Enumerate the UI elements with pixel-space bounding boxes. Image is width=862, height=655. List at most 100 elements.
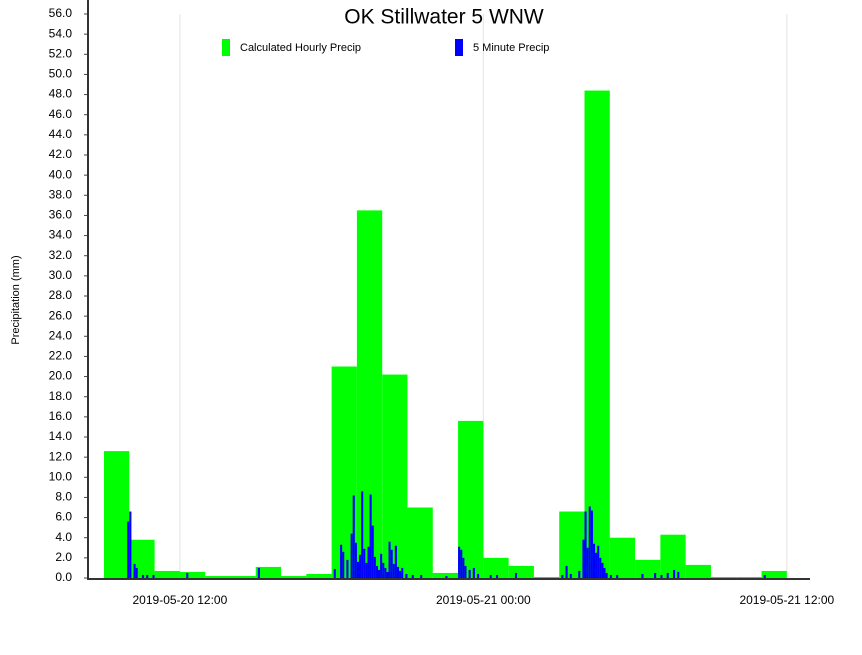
y-tick-label: 42.0 [49, 147, 73, 161]
bar [609, 574, 612, 578]
y-tick-label: 48.0 [49, 87, 73, 101]
bar [432, 572, 459, 578]
bar [458, 546, 461, 578]
bar [179, 571, 206, 578]
bar [445, 575, 448, 578]
bar [472, 567, 475, 578]
bar [578, 570, 581, 578]
bar [599, 557, 602, 578]
y-tick-label: 20.0 [49, 369, 73, 383]
bar [673, 569, 676, 578]
bar [230, 575, 256, 578]
bar [588, 506, 591, 578]
bar [609, 537, 636, 578]
bar [405, 573, 408, 578]
y-tick-label: 14.0 [49, 429, 73, 443]
bar [616, 574, 619, 578]
y-tick-label: 0.0 [55, 570, 72, 584]
bar [371, 525, 374, 578]
bar [390, 549, 393, 578]
y-tick-label: 56.0 [49, 6, 73, 20]
y-tick-label: 2.0 [55, 550, 72, 564]
y-tick-label: 18.0 [49, 389, 73, 403]
x-tick-label: 2019-05-21 00:00 [436, 593, 531, 607]
bar [369, 494, 372, 578]
bar [257, 567, 260, 578]
y-tick-label: 46.0 [49, 107, 73, 121]
bar [350, 533, 353, 578]
bar [407, 507, 433, 578]
bar [710, 576, 737, 578]
y-tick-label: 22.0 [49, 349, 73, 363]
bar [129, 511, 132, 578]
y-tick-label: 32.0 [49, 248, 73, 262]
bar [154, 570, 180, 578]
bar [340, 544, 343, 578]
bar [584, 90, 610, 579]
y-tick-label: 24.0 [49, 328, 73, 342]
y-tick-label: 54.0 [49, 26, 73, 40]
bar [152, 574, 155, 578]
bar [601, 562, 604, 578]
bar [346, 559, 349, 578]
bar [660, 574, 663, 578]
y-tick-label: 52.0 [49, 46, 73, 60]
y-tick-label: 12.0 [49, 449, 73, 463]
bar [411, 574, 414, 578]
bar [677, 571, 680, 578]
bar [569, 573, 572, 578]
bar [133, 563, 136, 578]
bar [342, 551, 345, 578]
bar [605, 572, 608, 578]
bar [559, 511, 585, 578]
bar [354, 542, 357, 578]
y-tick-label: 4.0 [55, 530, 72, 544]
bar [401, 567, 404, 578]
bar [603, 567, 606, 578]
bar [761, 570, 787, 578]
y-tick-label: 44.0 [49, 127, 73, 141]
bar [489, 574, 492, 578]
bar [477, 573, 480, 578]
bar [129, 539, 155, 578]
bar [135, 567, 138, 578]
bar [382, 374, 408, 578]
y-tick-label: 50.0 [49, 67, 73, 81]
bar [384, 567, 387, 578]
bar [186, 572, 189, 578]
y-tick-label: 30.0 [49, 268, 73, 282]
y-tick-label: 10.0 [49, 469, 73, 483]
bar [365, 562, 368, 578]
y-axis-label: Precipitation (mm) [10, 255, 22, 344]
bar [458, 420, 484, 578]
bar [386, 571, 389, 578]
bar [584, 511, 587, 578]
bar [685, 564, 711, 578]
y-tick-label: 16.0 [49, 409, 73, 423]
y-tick-label: 34.0 [49, 228, 73, 242]
x-tick-label: 2019-05-21 12:00 [739, 593, 834, 607]
bar [582, 539, 585, 578]
bar [654, 572, 657, 578]
y-tick-label: 8.0 [55, 490, 72, 504]
y-tick-label: 28.0 [49, 288, 73, 302]
legend-label: Calculated Hourly Precip [240, 42, 361, 54]
y-tick-label: 26.0 [49, 308, 73, 322]
bar [255, 566, 282, 578]
bar [565, 565, 568, 578]
bar [597, 545, 600, 578]
chart-title: OK Stillwater 5 WNW [344, 6, 544, 29]
bar [373, 556, 376, 578]
bar [333, 568, 336, 578]
bar [367, 546, 370, 578]
bar [396, 566, 400, 578]
y-tick-label: 36.0 [49, 208, 73, 222]
bar [377, 569, 381, 578]
bar [460, 549, 463, 578]
x-tick-label: 2019-05-20 12:00 [133, 593, 228, 607]
legend-label: 5 Minute Precip [473, 42, 549, 54]
y-tick-label: 38.0 [49, 187, 73, 201]
bar [356, 561, 360, 578]
bar [361, 491, 364, 578]
